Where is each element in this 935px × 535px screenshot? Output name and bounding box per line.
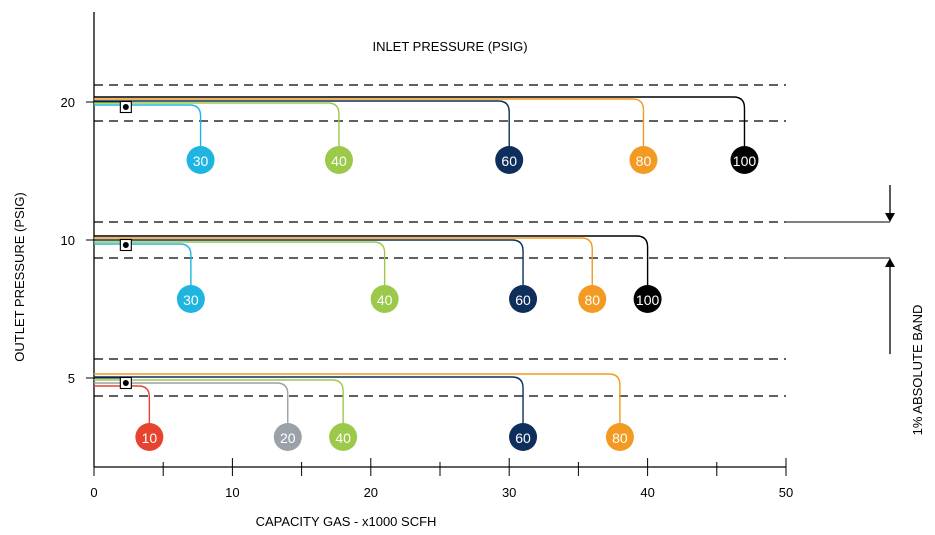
curve-inlet-10: [94, 385, 151, 425]
x-tick-label: 40: [640, 485, 654, 500]
y-tick-label: 10: [61, 233, 75, 248]
badge-circle: [509, 285, 538, 313]
badge-label: 80: [584, 292, 600, 308]
band-arrowhead-bottom: [885, 258, 895, 267]
badge-circle: [629, 146, 658, 174]
y-tick-label: 5: [68, 371, 75, 386]
badge-circle: [578, 285, 607, 313]
inlet-badge-40: 40: [329, 423, 358, 451]
badge-circle: [329, 423, 358, 451]
badge-label: 40: [331, 153, 347, 169]
inlet-badge-60: 60: [509, 285, 538, 313]
badge-label: 20: [280, 430, 296, 446]
inlet-badge-60: 60: [495, 146, 524, 174]
badge-circle: [176, 285, 205, 313]
badge-circle: [495, 146, 524, 174]
badge-circle: [509, 423, 538, 451]
badge-label: 60: [515, 292, 531, 308]
group-outlet-20: 30 40 60 80 100: [94, 84, 786, 174]
curve-inlet-80: [94, 237, 593, 287]
pressure-groups: 30 40 60 80 100 30 40 60 80 100 10 20 40 60 80: [94, 84, 786, 451]
curve-inlet-80: [94, 373, 621, 425]
curve-inlet-30: [94, 104, 202, 148]
badge-label: 100: [733, 153, 757, 169]
badge-label: 10: [142, 430, 158, 446]
badge-label: 40: [335, 430, 351, 446]
curve-inlet-60: [94, 239, 524, 287]
chart-title: INLET PRESSURE (PSIG): [372, 39, 527, 54]
curve-inlet-60: [94, 376, 524, 425]
inlet-badge-10: 10: [135, 423, 164, 451]
inlet-badge-100: 100: [730, 146, 759, 174]
y-axis-ticks: 5 10 20: [61, 95, 124, 386]
curve-inlet-30: [94, 243, 192, 287]
curve-inlet-60: [94, 100, 510, 148]
badge-circle: [633, 285, 662, 313]
curve-inlet-100: [94, 96, 746, 148]
badge-label: 40: [377, 292, 393, 308]
setpoint-marker: [119, 100, 132, 114]
curve-inlet-40: [94, 102, 340, 148]
curve-inlet-20: [94, 382, 289, 425]
setpoint-dot: [122, 104, 129, 110]
badge-circle: [730, 146, 759, 174]
x-axis-label: CAPACITY GAS - x1000 SCFH: [256, 514, 437, 529]
inlet-badge-20: 20: [273, 423, 302, 451]
y-tick-label: 20: [61, 95, 75, 110]
inlet-badge-30: 30: [186, 146, 215, 174]
badge-label: 60: [501, 153, 517, 169]
y-axis-label: OUTLET PRESSURE (PSIG): [12, 192, 27, 362]
curve-inlet-100: [94, 235, 649, 287]
inlet-badge-80: 80: [629, 146, 658, 174]
x-tick-label: 20: [364, 485, 378, 500]
x-tick-label: 0: [90, 485, 97, 500]
curve-inlet-40: [94, 379, 344, 425]
x-tick-label: 10: [225, 485, 239, 500]
band-indicator: [786, 185, 895, 354]
inlet-badge-100: 100: [633, 285, 662, 313]
setpoint-dot: [122, 380, 129, 386]
badge-circle: [186, 146, 215, 174]
setpoint-dot: [122, 242, 129, 248]
curve-inlet-40: [94, 241, 386, 287]
badge-label: 30: [183, 292, 199, 308]
x-tick-label: 50: [779, 485, 793, 500]
band-label: 1% ABSOLUTE BAND: [910, 305, 925, 436]
curve-inlet-80: [94, 98, 645, 148]
inlet-badge-80: 80: [605, 423, 634, 451]
group-outlet-10: 30 40 60 80 100: [94, 221, 786, 313]
badge-circle: [273, 423, 302, 451]
badge-label: 100: [636, 292, 660, 308]
badge-circle: [605, 423, 634, 451]
badge-label: 30: [193, 153, 209, 169]
inlet-badge-60: 60: [509, 423, 538, 451]
inlet-badge-30: 30: [176, 285, 205, 313]
badge-label: 80: [636, 153, 652, 169]
inlet-badge-80: 80: [578, 285, 607, 313]
x-axis-ticks: 0 10 20 30 40 50: [90, 458, 793, 500]
badge-circle: [135, 423, 164, 451]
group-outlet-5: 10 20 40 60 80: [94, 358, 786, 451]
badge-circle: [324, 146, 353, 174]
setpoint-marker: [119, 238, 132, 252]
badge-circle: [370, 285, 399, 313]
x-tick-label: 30: [502, 485, 516, 500]
inlet-badge-40: 40: [324, 146, 353, 174]
inlet-badge-40: 40: [370, 285, 399, 313]
badge-label: 60: [515, 430, 531, 446]
setpoint-marker: [119, 376, 132, 390]
badge-label: 80: [612, 430, 628, 446]
band-arrowhead-top: [885, 213, 895, 222]
